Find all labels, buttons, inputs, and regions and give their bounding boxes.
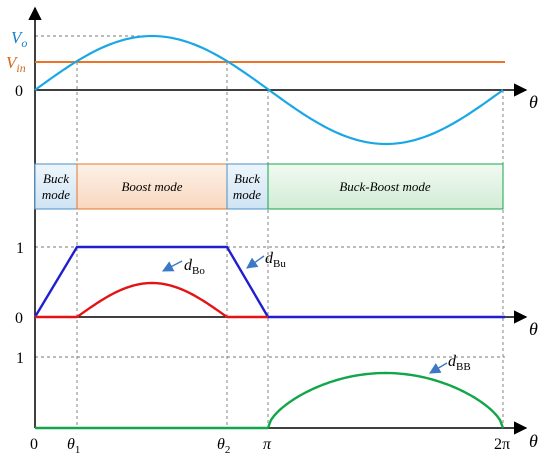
boost-mode-label: Boost mode	[121, 179, 182, 194]
zero-label-middle: 0	[15, 310, 23, 327]
tick-two-pi: 2π	[494, 436, 510, 453]
vo-label: Vo	[11, 28, 27, 50]
reference-lines	[35, 35, 505, 428]
theta-label-top: θ	[529, 92, 538, 112]
buck-mode-box-2	[226, 163, 269, 210]
tick-theta1: θ1	[67, 436, 80, 456]
buck-boost-mode-label: Buck-Boost mode	[339, 179, 431, 194]
dbo-pointer	[162, 260, 183, 272]
dbb-label: dBB	[448, 353, 471, 373]
tick-zero: 0	[30, 436, 38, 453]
vin-label: Vin	[6, 53, 26, 75]
one-label-bottom: 1	[16, 350, 24, 367]
dbu-curve	[33, 245, 270, 318]
buck-mode-1-label-b: mode	[42, 187, 70, 202]
dbu-label: dBu	[265, 250, 286, 270]
buck-mode-2-label-a: Buck	[234, 171, 260, 186]
buck-mode-box-1	[34, 163, 78, 210]
buck-mode-1-label-a: Buck	[43, 171, 69, 186]
dbu-pointer	[246, 255, 265, 269]
buck-boost-mode-box	[267, 163, 504, 210]
theta-label-middle: θ	[529, 319, 538, 339]
zero-label-top: 0	[15, 83, 23, 100]
dbo-label: dBo	[184, 257, 205, 277]
tick-theta2: θ2	[217, 436, 230, 456]
buck-mode-2-label-b: mode	[233, 187, 261, 202]
tick-pi: π	[263, 436, 272, 453]
boost-mode-box	[76, 163, 228, 210]
dbb-pointer	[429, 362, 448, 374]
one-label-middle: 1	[16, 240, 24, 257]
mode-bar: Buck mode Boost mode Buck mode Buck-Boos…	[34, 163, 504, 210]
dbo-curve	[76, 281, 228, 318]
theta-label-bottom: θ	[529, 431, 538, 451]
vo-curve	[34, 34, 504, 146]
dbb-curve	[266, 371, 505, 429]
